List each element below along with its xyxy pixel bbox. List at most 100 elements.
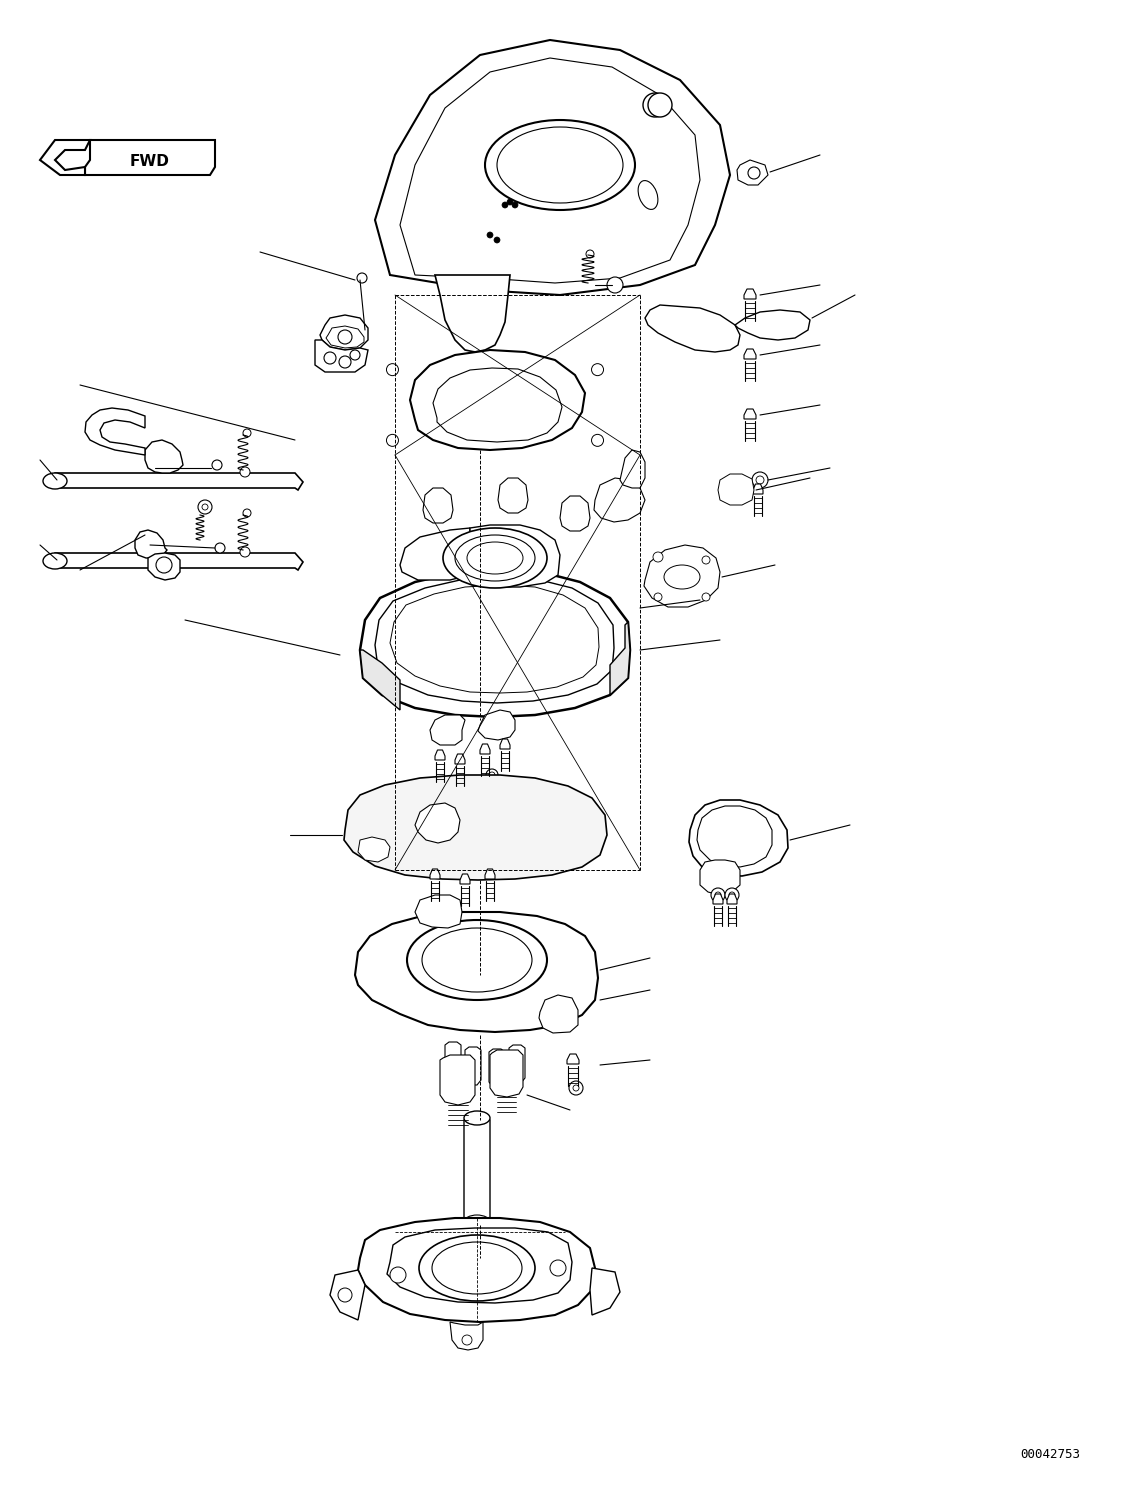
Ellipse shape — [464, 1112, 490, 1125]
Polygon shape — [744, 409, 756, 419]
Polygon shape — [360, 651, 400, 710]
Polygon shape — [440, 1055, 475, 1106]
Polygon shape — [478, 710, 515, 740]
Ellipse shape — [467, 542, 523, 574]
Circle shape — [591, 364, 604, 376]
Polygon shape — [85, 407, 145, 455]
Circle shape — [390, 1267, 405, 1283]
Polygon shape — [718, 474, 754, 504]
Ellipse shape — [443, 528, 547, 588]
Circle shape — [702, 557, 710, 564]
Polygon shape — [450, 1322, 483, 1350]
Polygon shape — [375, 577, 614, 703]
Circle shape — [442, 779, 454, 791]
Polygon shape — [498, 477, 528, 513]
Circle shape — [494, 237, 500, 243]
Polygon shape — [433, 369, 562, 442]
Polygon shape — [744, 349, 756, 360]
Polygon shape — [330, 1270, 364, 1320]
Polygon shape — [387, 1228, 572, 1303]
Circle shape — [752, 471, 768, 488]
Ellipse shape — [43, 554, 67, 568]
Polygon shape — [360, 570, 630, 718]
Circle shape — [507, 198, 513, 204]
Polygon shape — [590, 1268, 620, 1314]
Polygon shape — [358, 1217, 595, 1322]
Polygon shape — [423, 488, 453, 524]
Polygon shape — [50, 554, 303, 570]
Ellipse shape — [407, 921, 547, 1000]
Polygon shape — [145, 440, 183, 473]
Circle shape — [445, 782, 451, 788]
Circle shape — [711, 888, 726, 903]
Ellipse shape — [497, 127, 623, 203]
Polygon shape — [464, 1118, 490, 1222]
Circle shape — [585, 251, 595, 258]
Circle shape — [202, 504, 208, 510]
Circle shape — [513, 201, 518, 207]
Polygon shape — [509, 1044, 525, 1083]
Polygon shape — [485, 868, 495, 879]
Polygon shape — [326, 325, 364, 348]
Polygon shape — [344, 774, 607, 880]
Circle shape — [338, 330, 352, 345]
Polygon shape — [480, 745, 490, 753]
Polygon shape — [50, 473, 303, 489]
Circle shape — [212, 460, 222, 470]
Ellipse shape — [419, 1235, 535, 1301]
Circle shape — [386, 434, 399, 446]
Polygon shape — [713, 894, 723, 904]
Polygon shape — [148, 554, 180, 580]
Polygon shape — [415, 895, 462, 928]
Circle shape — [607, 278, 623, 292]
Ellipse shape — [664, 565, 700, 589]
Ellipse shape — [485, 119, 636, 210]
Polygon shape — [431, 868, 440, 879]
Circle shape — [756, 476, 764, 483]
Polygon shape — [539, 995, 577, 1032]
Polygon shape — [644, 545, 720, 607]
Circle shape — [240, 467, 249, 477]
Polygon shape — [454, 753, 465, 764]
Polygon shape — [320, 315, 368, 351]
Circle shape — [489, 771, 495, 777]
Circle shape — [198, 500, 212, 515]
Ellipse shape — [423, 928, 532, 992]
Polygon shape — [355, 912, 598, 1032]
Polygon shape — [358, 837, 390, 862]
Polygon shape — [40, 140, 90, 175]
Ellipse shape — [43, 473, 67, 489]
Circle shape — [702, 592, 710, 601]
Polygon shape — [445, 1041, 461, 1080]
Polygon shape — [595, 477, 645, 522]
Circle shape — [338, 1288, 352, 1303]
Circle shape — [748, 167, 760, 179]
Polygon shape — [753, 483, 763, 494]
Circle shape — [591, 434, 604, 446]
Circle shape — [486, 768, 498, 780]
Polygon shape — [470, 525, 560, 586]
Ellipse shape — [464, 1214, 490, 1229]
Circle shape — [487, 231, 493, 239]
Polygon shape — [136, 530, 167, 558]
Polygon shape — [727, 894, 737, 904]
Polygon shape — [700, 859, 740, 895]
Polygon shape — [400, 58, 700, 283]
Text: 00042753: 00042753 — [1021, 1449, 1080, 1462]
Circle shape — [648, 93, 672, 116]
Text: FWD: FWD — [130, 154, 170, 169]
Circle shape — [654, 592, 662, 601]
Circle shape — [386, 364, 399, 376]
Polygon shape — [316, 340, 368, 372]
Circle shape — [357, 273, 367, 283]
Polygon shape — [435, 275, 510, 352]
Polygon shape — [560, 495, 590, 531]
Polygon shape — [465, 1047, 481, 1085]
Circle shape — [573, 1085, 579, 1091]
Polygon shape — [611, 622, 630, 695]
Circle shape — [729, 892, 735, 898]
Circle shape — [323, 352, 336, 364]
Polygon shape — [737, 160, 768, 185]
Circle shape — [715, 892, 721, 898]
Circle shape — [215, 543, 226, 554]
